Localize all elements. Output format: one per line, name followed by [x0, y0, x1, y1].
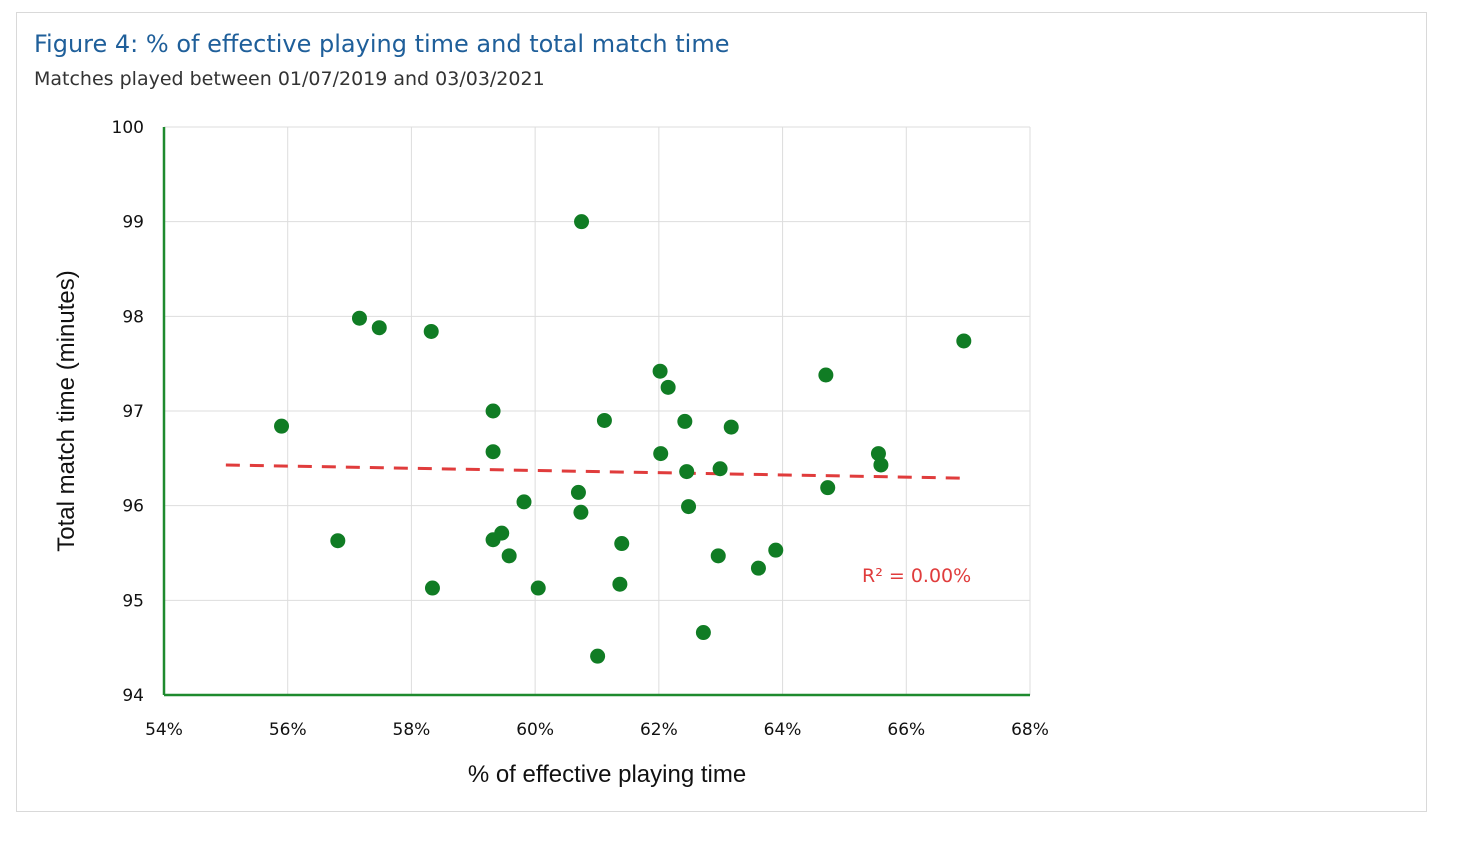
data-point — [485, 403, 501, 419]
x-tick-label: 64% — [764, 720, 802, 740]
x-tick-label: 62% — [640, 720, 678, 740]
data-point — [653, 446, 669, 462]
data-point — [612, 576, 628, 592]
y-tick-label: 100 — [112, 118, 144, 138]
data-point — [501, 548, 517, 564]
data-point — [424, 580, 440, 596]
data-point — [274, 418, 290, 434]
data-point — [530, 580, 546, 596]
x-tick-label: 68% — [1011, 720, 1049, 740]
figure-title: Figure 4: % of effective playing time an… — [34, 30, 730, 58]
figure-frame — [16, 12, 1427, 812]
data-point — [677, 413, 693, 429]
data-point — [494, 525, 510, 541]
x-axis-title: % of effective playing time — [468, 761, 746, 788]
x-tick-label: 54% — [145, 720, 183, 740]
data-point — [750, 560, 766, 576]
data-point — [485, 444, 501, 460]
y-tick-label: 97 — [122, 402, 144, 422]
y-axis-title: Total match time (minutes) — [53, 270, 80, 551]
data-point — [818, 367, 834, 383]
x-tick-label: 58% — [393, 720, 431, 740]
data-point — [423, 323, 439, 339]
data-point — [660, 379, 676, 395]
data-point — [574, 214, 590, 230]
data-point — [820, 480, 836, 496]
data-point — [371, 320, 387, 336]
data-point — [681, 499, 697, 515]
axes — [162, 127, 1030, 697]
x-tick-label: 66% — [887, 720, 925, 740]
y-tick-label: 99 — [122, 213, 144, 233]
x-tick-labels: 54% 56% 58% 60% 62% 64% 66% 68% — [145, 720, 1049, 740]
data-point — [596, 412, 612, 428]
data-point — [712, 461, 728, 477]
x-tick-label: 56% — [269, 720, 307, 740]
trendline — [225, 463, 969, 480]
data-point — [573, 504, 589, 520]
figure-subtitle: Matches played between 01/07/2019 and 03… — [34, 68, 545, 90]
data-point — [516, 494, 532, 510]
data-points — [274, 214, 972, 664]
data-point — [695, 625, 711, 641]
data-point — [873, 457, 889, 473]
y-tick-label: 94 — [122, 686, 144, 706]
data-point — [679, 464, 695, 480]
trendline-group — [225, 463, 969, 480]
data-point — [614, 536, 630, 552]
data-point — [570, 484, 586, 500]
y-tick-label: 96 — [122, 497, 144, 517]
y-tick-labels: 94 95 96 97 98 99 100 — [112, 118, 144, 706]
data-point — [723, 419, 739, 435]
data-point — [768, 542, 784, 558]
x-tick-label: 60% — [516, 720, 554, 740]
data-point — [351, 310, 367, 326]
data-point — [956, 333, 972, 349]
gridlines — [164, 126, 1031, 695]
data-point — [652, 363, 668, 379]
y-tick-label: 98 — [122, 307, 144, 327]
r-squared-label: R² = 0.00% — [862, 565, 971, 587]
data-point — [710, 548, 726, 564]
data-point — [870, 446, 886, 462]
data-point — [590, 648, 606, 664]
data-point — [330, 533, 346, 549]
y-tick-label: 95 — [122, 591, 144, 611]
